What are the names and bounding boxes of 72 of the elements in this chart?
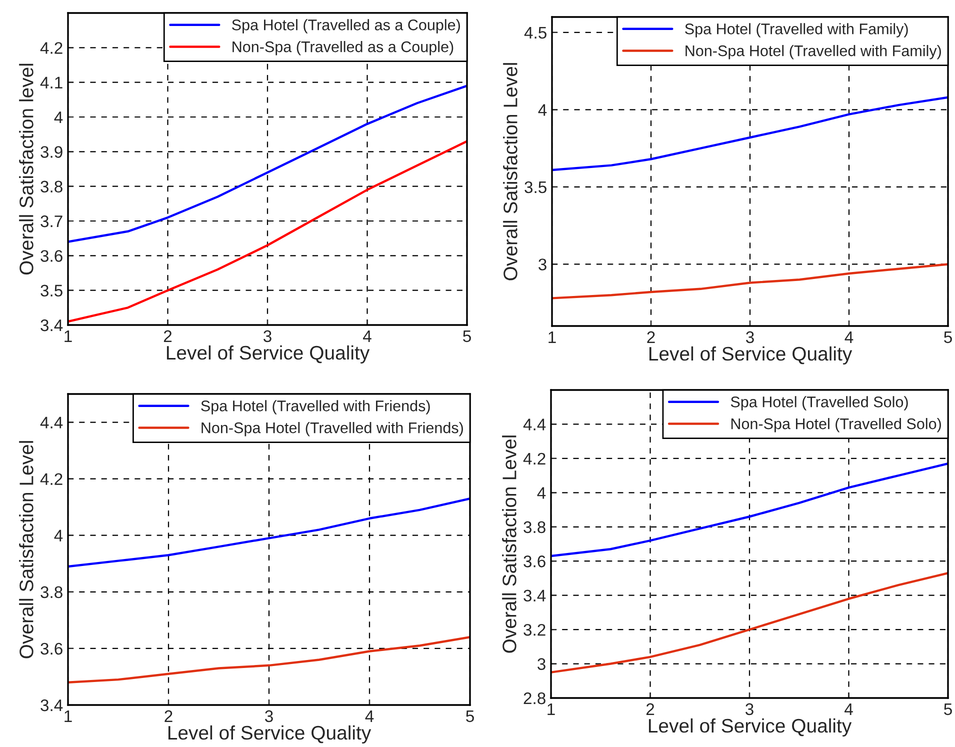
legend-label: Spa Hotel (Travelled with Family) (685, 23, 908, 38)
x-tick-label: 3 (264, 330, 272, 342)
y-tick-label: 4.4 (40, 416, 63, 428)
line-series (68, 498, 470, 568)
y-tick-label: 4 (537, 487, 546, 499)
legend-label: Non-Spa Hotel (Travelled with Friends) (202, 422, 463, 436)
legend-label: Non-Spa Hotel (Travelled with Family) (686, 44, 941, 60)
line-series (68, 636, 470, 684)
y-tick-label: 3.6 (40, 250, 62, 262)
legend-label: Spa Hotel (Travelled with Friends) (201, 400, 430, 414)
y-axis-title: Overall Satisfaction Level (502, 436, 516, 653)
y-tick-label: 3.4 (40, 699, 63, 712)
y-axis-title: Overall Satisfaction Level (19, 441, 34, 658)
x-tick-label: 5 (944, 703, 952, 716)
y-tick-label: 3.9 (40, 146, 62, 158)
y-tick-label: 3 (538, 658, 546, 670)
line-series (551, 462, 948, 558)
legend-label: Spa Hotel (Travelled as a Couple) (232, 19, 460, 34)
y-tick-label: 3.5 (524, 181, 546, 194)
y-tick-label: 4.2 (40, 473, 62, 485)
line-series (552, 263, 948, 300)
line-series (551, 572, 948, 674)
x-axis-title: Level of Service Quality (168, 725, 372, 744)
y-axis-title: Overall Satisfaction level (19, 64, 34, 275)
y-tick-label: 3.8 (524, 521, 546, 534)
x-tick-label: 5 (944, 331, 952, 344)
y-tick-label: 3.8 (40, 586, 62, 598)
x-tick-label: 4 (844, 331, 854, 343)
x-axis-title: Level of Service Quality (649, 346, 852, 365)
y-axis-title: Overall Satisfaction Level (503, 63, 518, 280)
line-series (68, 84, 467, 243)
x-tick-label: 5 (466, 710, 474, 722)
x-tick-label: 2 (164, 330, 172, 342)
x-tick-label: 1 (548, 331, 556, 343)
legend-label: Non-Spa Hotel (Travelled Solo) (731, 418, 941, 432)
y-tick-label: 3.5 (40, 284, 62, 297)
x-axis-title: Level of Service Quality (166, 345, 370, 364)
line-series (552, 96, 948, 172)
y-tick-label: 3.6 (524, 556, 546, 568)
legend-label: Spa Hotel (Travelled Solo) (730, 396, 908, 410)
y-tick-label: 4.1 (40, 76, 62, 88)
y-tick-label: 3.2 (524, 624, 546, 636)
y-tick-label: 4 (54, 112, 63, 124)
y-tick-label: 4.4 (523, 418, 546, 430)
y-tick-label: 4 (538, 104, 547, 116)
x-tick-label: 4 (844, 703, 853, 715)
x-tick-label: 2 (647, 331, 655, 343)
y-tick-label: 4.5 (524, 27, 546, 39)
x-tick-label: 5 (463, 330, 471, 342)
x-tick-label: 4 (365, 710, 374, 722)
x-tick-label: 4 (363, 330, 372, 342)
x-tick-label: 3 (746, 331, 754, 344)
x-tick-label: 2 (164, 710, 172, 722)
y-tick-label: 2.8 (524, 692, 546, 704)
x-tick-label: 1 (548, 703, 555, 715)
y-tick-label: 3.4 (40, 319, 63, 332)
y-tick-label: 3 (538, 258, 546, 270)
x-tick-label: 1 (64, 710, 72, 722)
y-tick-label: 3.8 (40, 180, 62, 193)
x-tick-label: 3 (746, 703, 754, 716)
y-tick-label: 3.6 (40, 642, 62, 655)
x-axis-title: Level of Service Quality (648, 718, 852, 737)
x-tick-label: 3 (265, 710, 273, 722)
y-tick-label: 4.2 (40, 42, 62, 54)
legend-label: Non-Spa (Travelled as a Couple) (232, 40, 454, 56)
y-tick-label: 3.7 (40, 215, 62, 228)
y-tick-label: 3.4 (524, 590, 546, 602)
line-series (68, 140, 467, 323)
x-tick-label: 1 (64, 330, 72, 342)
y-tick-label: 4.2 (523, 452, 546, 464)
y-tick-label: 4 (54, 530, 63, 542)
x-tick-label: 2 (646, 703, 654, 715)
